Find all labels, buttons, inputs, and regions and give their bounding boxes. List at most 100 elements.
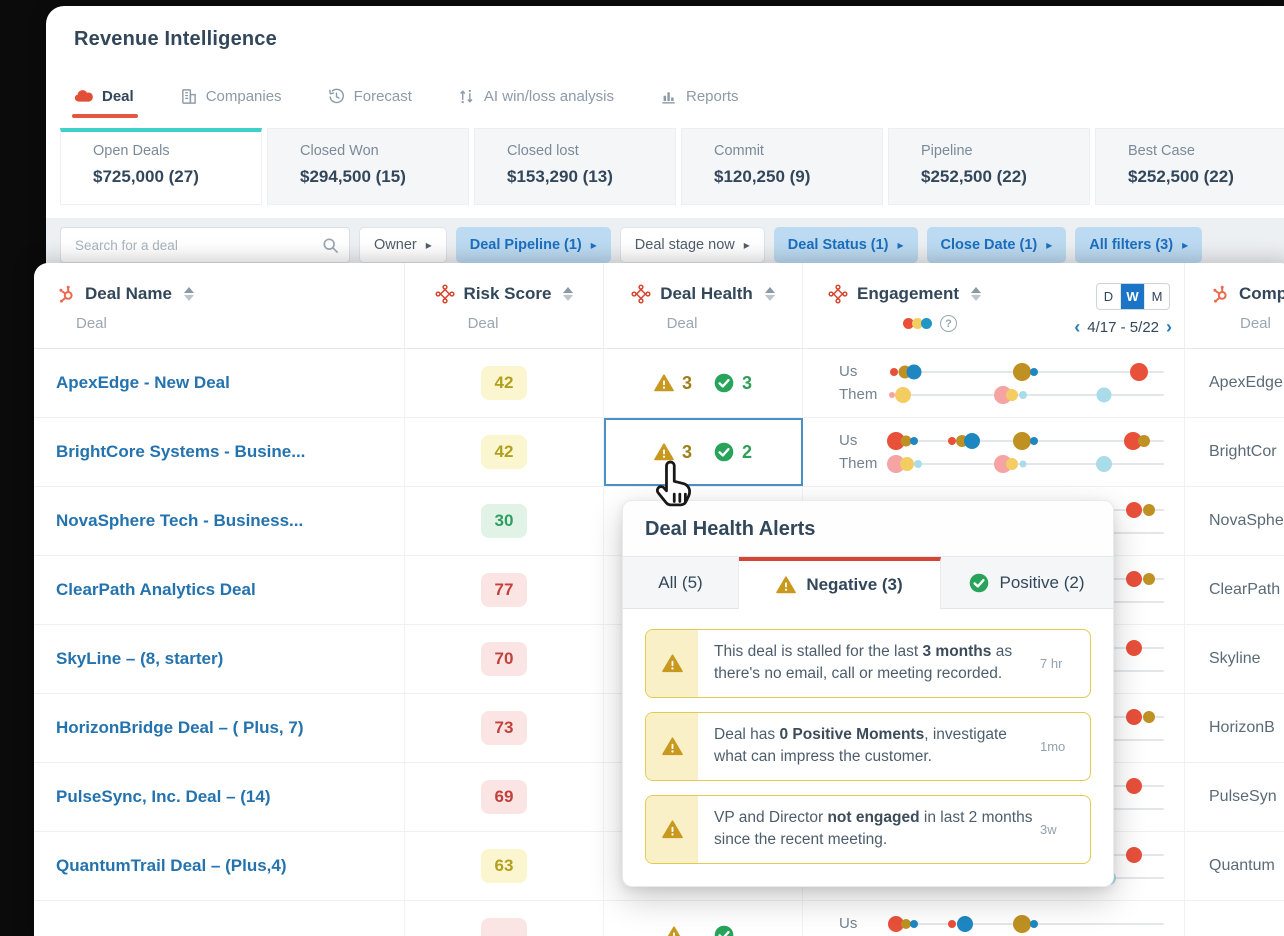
tab-forecast[interactable]: Forecast [328, 88, 412, 105]
hubspot-sprocket-icon [56, 284, 76, 304]
tab-all-alerts[interactable]: All (5) [623, 557, 739, 609]
engagement-dot [1125, 708, 1142, 725]
engagement-timeline-them [889, 385, 1164, 404]
filter-deal-status[interactable]: Deal Status (1) [773, 227, 918, 263]
summary-card-open-deals[interactable]: Open Deals $725,000 (27) [60, 128, 262, 205]
tab-negative-alerts[interactable]: Negative (3) [739, 557, 941, 609]
engagement-dot [1095, 455, 1112, 472]
header-risk-score: Risk Score Deal [405, 263, 604, 348]
deal-icon [74, 89, 93, 103]
filter-deal-pipeline[interactable]: Deal Pipeline (1) [455, 227, 611, 263]
engagement-timeline-us [887, 431, 1164, 450]
deal-health-cell[interactable]: 3 2 [604, 418, 803, 486]
risk-score-badge: 42 [481, 435, 527, 469]
deal-name-link[interactable]: ClearPath Analytics Deal [56, 580, 256, 599]
win-loss-icon [458, 88, 475, 105]
legend-dot-red [903, 318, 914, 329]
filter-owner[interactable]: Owner [359, 227, 447, 263]
deal-name-link[interactable]: PulseSync, Inc. Deal – (14) [56, 787, 271, 806]
table-row[interactable]: ApexEdge - New Deal 42 3 3 Us [34, 349, 1284, 418]
health-module-icon [631, 284, 651, 304]
sort-company[interactable]: Comp [1210, 284, 1284, 304]
warning-icon [654, 374, 674, 392]
check-icon [969, 573, 989, 593]
deal-health-cell[interactable]: 3 3 [604, 349, 803, 417]
deal-name-link[interactable]: SkyLine – (8, starter) [56, 649, 224, 668]
risk-score-badge: 63 [481, 849, 527, 883]
engagement-timeline-us [889, 362, 1164, 381]
table-row[interactable]: Us Them [34, 901, 1284, 936]
sort-deal-health[interactable]: Deal Health [604, 284, 802, 304]
deal-name-link[interactable]: HorizonBridge Deal – ( Plus, 7) [56, 718, 304, 737]
filter-deal-stage[interactable]: Deal stage now [619, 227, 765, 263]
chevron-right-icon[interactable] [1166, 318, 1172, 336]
tab-deal[interactable]: Deal [72, 88, 138, 118]
deal-name-link[interactable]: QuantumTrail Deal – (Plus,4) [56, 856, 287, 875]
deal-health-cell[interactable] [604, 901, 803, 936]
engagement-legend [903, 315, 1184, 332]
filter-all-filters[interactable]: All filters (3) [1075, 227, 1203, 263]
engagement-dot [888, 915, 905, 932]
engagement-dot [889, 391, 896, 398]
tab-ai-win-loss[interactable]: AI win/loss analysis [458, 88, 614, 105]
deal-name-link[interactable]: ApexEdge - New Deal [56, 373, 230, 392]
period-day[interactable]: D [1097, 284, 1121, 309]
risk-score-badge: 73 [481, 711, 527, 745]
search-input[interactable] [73, 236, 322, 254]
sort-risk-score[interactable]: Risk Score [405, 284, 603, 304]
date-range-nav: 4/17 - 5/22 [1074, 318, 1172, 336]
positive-alerts-count: 3 [714, 373, 752, 394]
engagement-dot [1013, 914, 1032, 933]
engagement-dot [1006, 457, 1019, 470]
positive-alerts-count: 2 [714, 442, 752, 463]
engagement-dot [956, 915, 973, 932]
engagement-them-label: Them [839, 455, 878, 472]
period-week[interactable]: W [1121, 284, 1145, 309]
sort-engagement[interactable]: Engagement [828, 284, 1184, 304]
summary-card-closed-won[interactable]: Closed Won $294,500 (15) [267, 128, 469, 205]
forecast-icon [328, 88, 345, 105]
tab-companies[interactable]: Companies [180, 88, 282, 105]
sort-deal-name[interactable]: Deal Name [56, 284, 404, 304]
nav-tabs: Deal Companies Forecast AI win/loss anal… [72, 84, 739, 118]
engagement-dot [1013, 362, 1032, 381]
tab-reports[interactable]: Reports [660, 88, 739, 105]
engagement-module-icon [828, 284, 848, 304]
deal-name-link[interactable]: BrightCore Systems - Busine... [56, 442, 306, 461]
engagement-timeline-them [887, 454, 1164, 473]
engagement-them-label: Them [839, 386, 878, 403]
header-deal-name: Deal Name Deal [34, 263, 405, 348]
deal-health-alerts-popover: Deal Health Alerts All (5) Negative (3) … [622, 500, 1114, 887]
warning-icon [662, 654, 683, 673]
engagement-us-label: Us [839, 915, 858, 932]
engagement-dot [1142, 572, 1155, 585]
engagement-dot [901, 918, 911, 929]
caret-icon [1046, 237, 1052, 253]
summary-card-commit[interactable]: Commit $120,250 (9) [681, 128, 883, 205]
risk-score-badge: 30 [481, 504, 527, 538]
negative-alerts-count: 3 [654, 373, 692, 394]
tab-positive-alerts[interactable]: Positive (2) [941, 557, 1113, 609]
header-deal-health: Deal Health Deal [604, 263, 803, 348]
alert-timestamp: 3w [1040, 821, 1057, 837]
engagement-dot [1130, 362, 1149, 381]
table-row[interactable]: HorizonBridge Deal – ( Plus, 7) 73 Us [34, 694, 1284, 763]
chevron-left-icon[interactable] [1074, 318, 1080, 336]
date-range-label: 4/17 - 5/22 [1087, 318, 1159, 336]
alerts-list: This deal is stalled for the last 3 mont… [623, 609, 1113, 886]
company-name: HorizonB [1209, 719, 1275, 736]
period-month[interactable]: M [1151, 289, 1163, 304]
risk-module-icon [435, 284, 455, 304]
summary-card-best-case[interactable]: Best Case $252,500 (22) [1095, 128, 1284, 205]
deal-name-link[interactable]: NovaSphere Tech - Business... [56, 511, 304, 530]
sort-arrows-icon [764, 287, 775, 301]
table-header: Deal Name Deal Risk Score Deal Deal Heal… [34, 263, 1284, 349]
search-icon[interactable] [322, 237, 339, 254]
help-icon[interactable] [940, 315, 957, 332]
positive-alerts-count [714, 925, 742, 936]
warning-icon [662, 820, 683, 839]
summary-card-pipeline[interactable]: Pipeline $252,500 (22) [888, 128, 1090, 205]
summary-card-closed-lost[interactable]: Closed lost $153,290 (13) [474, 128, 676, 205]
filter-close-date[interactable]: Close Date (1) [926, 227, 1067, 263]
engagement-dot [1013, 431, 1032, 450]
